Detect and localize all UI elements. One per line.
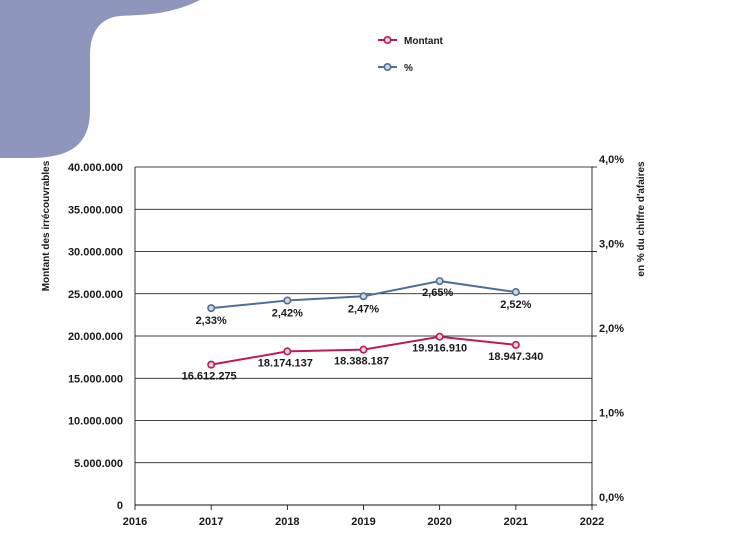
y-right-tick-label: 0,0%	[599, 492, 624, 504]
y-left-tick-label: 5.000.000	[74, 458, 123, 470]
data-point-percent	[359, 292, 368, 301]
data-point-percent	[435, 277, 444, 286]
data-label-montant: 18.174.137	[258, 357, 313, 369]
data-point-montant	[359, 345, 368, 354]
x-tick-label: 2022	[580, 516, 604, 528]
data-point-montant	[435, 332, 444, 341]
data-label-percent: 2,65%	[422, 287, 453, 299]
x-tick-label: 2020	[427, 516, 451, 528]
series-lines	[207, 277, 520, 369]
data-point-percent	[207, 304, 216, 313]
y-right-tick-label: 3,0%	[599, 239, 624, 251]
tick-labels: 0 5.000.000 10.000.000 15.000.000 20.000.000…	[68, 154, 624, 528]
gridlines	[135, 166, 592, 506]
y-left-tick-label: 20.000.000	[68, 331, 123, 343]
data-point-montant	[283, 347, 292, 356]
data-label-percent: 2,52%	[500, 299, 531, 311]
x-tick-label: 2018	[275, 516, 299, 528]
data-label-montant: 18.388.187	[334, 356, 389, 368]
y-left-tick-label: 10.000.000	[68, 416, 123, 428]
axes	[134, 166, 597, 510]
y-right-tick-label: 2,0%	[599, 323, 624, 335]
x-tick-label: 2017	[199, 516, 223, 528]
data-point-percent	[283, 296, 292, 305]
data-label-percent: 2,33%	[196, 315, 227, 327]
y-axis-left-title: Montant des irrécouvrables	[41, 160, 52, 291]
data-label-montant: 16.612.275	[182, 371, 237, 383]
y-left-tick-label: 15.000.000	[68, 373, 123, 385]
data-label-montant: 19.916.910	[412, 343, 467, 355]
y-left-tick-label: 35.000.000	[68, 204, 123, 216]
data-label-percent: 2,42%	[272, 308, 303, 320]
y-right-tick-label: 1,0%	[599, 408, 624, 420]
legend-marker-montant	[383, 35, 392, 44]
data-point-percent	[511, 288, 520, 297]
y-left-tick-label: 0	[117, 500, 123, 512]
x-tick-label: 2021	[504, 516, 528, 528]
x-tick-label: 2016	[123, 516, 147, 528]
y-axis-right-title: en % du chiffre d'afaires	[636, 161, 647, 277]
y-right-tick-label: 4,0%	[599, 154, 624, 166]
legend-marker-percent	[383, 62, 392, 71]
legend: Montant%	[378, 35, 444, 74]
y-left-tick-label: 40.000.000	[68, 162, 123, 174]
data-point-montant	[207, 360, 216, 369]
legend-label-percent: %	[404, 63, 413, 74]
x-tick-label: 2019	[351, 516, 375, 528]
data-label-percent: 2,47%	[348, 303, 379, 315]
data-point-montant	[511, 340, 520, 349]
y-left-tick-label: 30.000.000	[68, 247, 123, 259]
y-left-tick-label: 25.000.000	[68, 289, 123, 301]
legend-label-montant: Montant	[404, 36, 444, 47]
data-labels: 16.612.275 18.174.137 18.388.187 19.916.910…	[182, 287, 544, 383]
decorative-corner-shape	[0, 0, 200, 158]
data-label-montant: 18.947.340	[488, 351, 543, 363]
